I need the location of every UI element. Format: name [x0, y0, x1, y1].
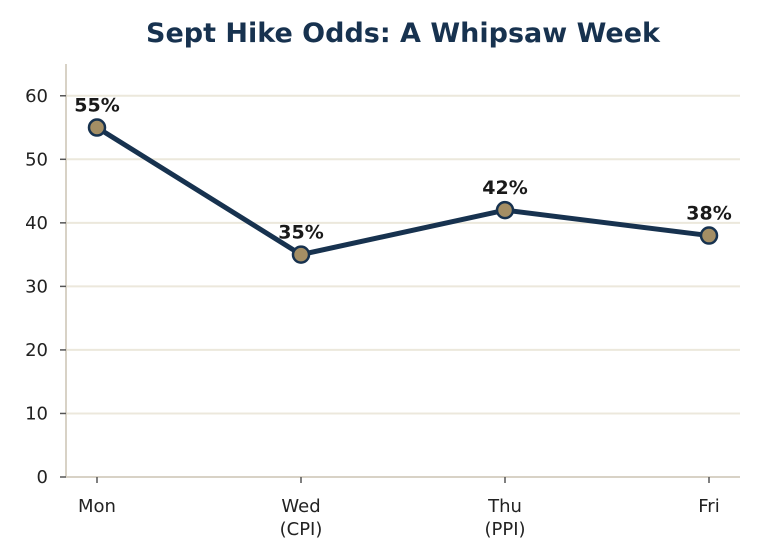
y-axis-ticks: 0 10 20 30 40 50 60 — [25, 86, 66, 488]
y-tick-label: 40 — [25, 213, 48, 234]
data-point — [87, 118, 107, 137]
data-labels: 55% 35% 42% 38% — [74, 95, 731, 244]
data-point — [495, 200, 515, 220]
x-axis-ticks: Mon Wed (CPI) Thu (PPI) Fri — [78, 477, 720, 540]
data-label: 35% — [278, 222, 323, 244]
y-tick-label: 10 — [25, 403, 48, 424]
y-tick-label: 20 — [25, 340, 48, 361]
data-point — [699, 226, 719, 245]
axes — [65, 64, 740, 478]
x-tick-label: Thu (PPI) — [484, 496, 525, 540]
x-tick-label: Fri — [698, 496, 719, 517]
y-tick-label: 30 — [25, 276, 48, 297]
series-line — [94, 125, 712, 258]
y-tick-label: 60 — [25, 86, 48, 107]
series-group — [87, 118, 719, 264]
data-label: 55% — [74, 95, 119, 117]
data-label: 38% — [686, 203, 731, 225]
data-label: 42% — [482, 177, 527, 199]
gridlines — [66, 94, 740, 415]
data-point — [291, 245, 311, 264]
y-tick-label: 50 — [25, 149, 48, 170]
x-tick-label: Mon — [78, 496, 116, 517]
chart-title: Sept Hike Odds: A Whipsaw Week — [146, 18, 661, 49]
y-tick-label: 0 — [37, 467, 48, 488]
x-tick-label: Wed (CPI) — [280, 496, 323, 540]
